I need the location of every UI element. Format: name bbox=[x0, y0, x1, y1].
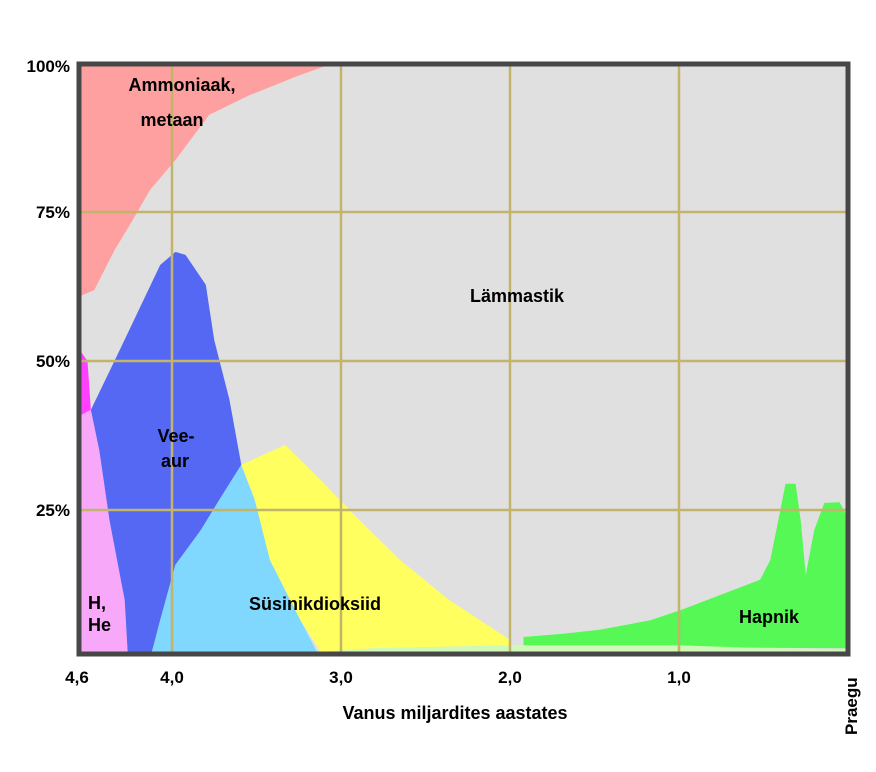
label-h-he-2: He bbox=[88, 615, 111, 635]
x-axis-label: Vanus miljardites aastates bbox=[342, 703, 567, 723]
label-ammonia-methane-1: Ammoniaak, bbox=[128, 75, 235, 95]
label-ammonia-methane-2: metaan bbox=[140, 110, 203, 130]
area-süsinikdioksiid bbox=[241, 445, 511, 652]
y-tick-label: 25% bbox=[36, 501, 70, 520]
area-h-he bbox=[81, 409, 128, 652]
area-series-4 bbox=[151, 464, 318, 652]
label-h-he-1: H, bbox=[88, 593, 106, 613]
area-vee-aur bbox=[90, 251, 242, 652]
x-tick-label: Praegu bbox=[842, 677, 861, 735]
x-tick-label: 3,0 bbox=[329, 668, 353, 687]
label-nitrogen: Lämmastik bbox=[470, 286, 565, 306]
plot-frame bbox=[76, 61, 851, 657]
label-water-vapor-2: aur bbox=[161, 451, 189, 471]
y-tick-label: 50% bbox=[36, 352, 70, 371]
area-series-1 bbox=[81, 351, 91, 416]
label-water-vapor-1: Vee- bbox=[157, 426, 194, 446]
y-tick-label: 100% bbox=[27, 57, 70, 76]
label-co2: Süsinikdioksiid bbox=[249, 594, 381, 614]
area-series-6 bbox=[320, 645, 846, 652]
x-tick-label: 4,6 bbox=[65, 668, 89, 687]
x-tick-label: 2,0 bbox=[498, 668, 522, 687]
x-tick-label: 4,0 bbox=[160, 668, 184, 687]
y-tick-label: 75% bbox=[36, 203, 70, 222]
area-ammoniaak-metaan bbox=[81, 66, 326, 296]
x-tick-label: 1,0 bbox=[667, 668, 691, 687]
area-hapnik bbox=[523, 483, 846, 649]
label-oxygen: Hapnik bbox=[739, 607, 800, 627]
